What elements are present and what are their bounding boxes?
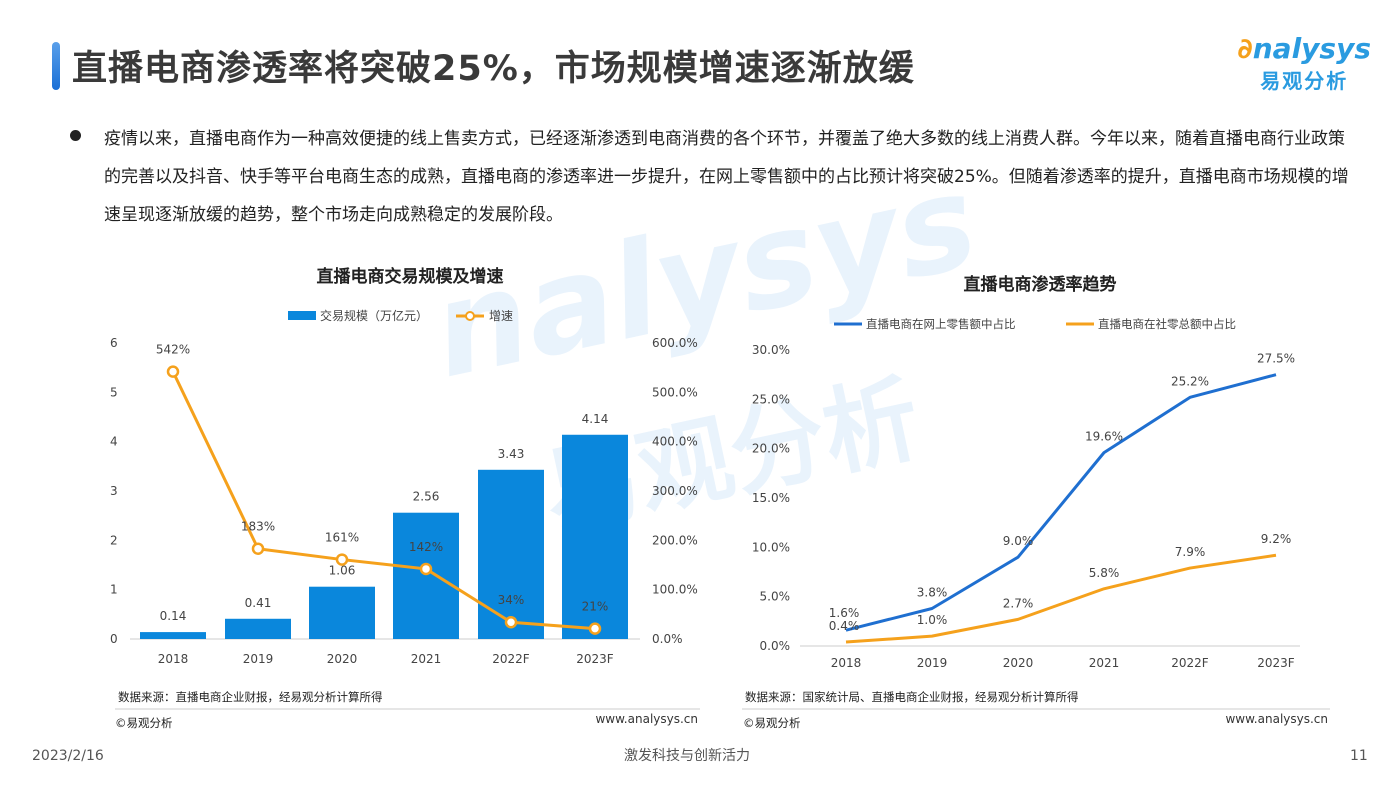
y-tick-label: 10.0% bbox=[752, 540, 790, 554]
x-tick-label: 2019 bbox=[917, 656, 948, 670]
growth-point bbox=[504, 615, 518, 629]
y-tick-label: 25.0% bbox=[752, 392, 790, 406]
page-number: 11 bbox=[1350, 748, 1368, 764]
growth-data-label: 34% bbox=[498, 593, 525, 607]
chart2-title: 直播电商渗透率趋势 bbox=[964, 274, 1117, 295]
data-label: 1.6% bbox=[829, 606, 860, 620]
x-tick-label: 2018 bbox=[158, 652, 189, 666]
y-tick-label: 30.0% bbox=[752, 343, 790, 357]
chart2-copyright: ©易观分析 bbox=[743, 716, 801, 730]
x-tick-label: 2023F bbox=[1257, 656, 1295, 670]
y2-tick-label: 100.0% bbox=[652, 583, 698, 597]
data-label: 0.4% bbox=[829, 619, 860, 633]
y-tick-label: 5 bbox=[110, 385, 118, 399]
x-tick-label: 2022F bbox=[1171, 656, 1209, 670]
data-label: 5.8% bbox=[1089, 566, 1120, 580]
chart2-url: www.analysys.cn bbox=[1225, 712, 1328, 726]
data-label: 27.5% bbox=[1257, 352, 1295, 366]
bar bbox=[309, 586, 375, 639]
y2-tick-label: 600.0% bbox=[652, 336, 698, 350]
series-line-2 bbox=[845, 553, 1277, 644]
body-paragraph: 疫情以来，直播电商作为一种高效便捷的线上售卖方式，已经逐渐渗透到电商消费的各个环… bbox=[104, 129, 1349, 225]
y-tick-label: 4 bbox=[110, 435, 118, 449]
bar bbox=[562, 434, 628, 639]
y2-tick-label: 400.0% bbox=[652, 435, 698, 449]
x-tick-label: 2021 bbox=[411, 652, 442, 666]
chart1-title: 直播电商交易规模及增速 bbox=[317, 266, 504, 287]
chart1-source: 数据来源：直播电商企业财报，经易观分析计算所得 bbox=[118, 690, 383, 704]
bar-data-label: 3.43 bbox=[498, 447, 525, 461]
x-tick-label: 2023F bbox=[576, 652, 614, 666]
chart1-copyright: ©易观分析 bbox=[115, 716, 173, 730]
bar bbox=[393, 512, 459, 639]
growth-point bbox=[588, 622, 602, 635]
y-tick-label: 5.0% bbox=[760, 590, 791, 604]
legend-line-marker bbox=[465, 311, 475, 321]
footer-date: 2023/2/16 bbox=[32, 748, 104, 764]
logo: ∂nalysys 易观分析 bbox=[1237, 32, 1372, 93]
y-tick-label: 3 bbox=[110, 484, 118, 498]
bullet-icon bbox=[70, 130, 81, 141]
x-tick-label: 2018 bbox=[831, 656, 862, 670]
growth-data-label: 542% bbox=[156, 343, 190, 357]
page-title: 直播电商渗透率将突破25%，市场规模增速逐渐放缓 bbox=[72, 49, 915, 89]
bar bbox=[478, 469, 544, 639]
x-tick-label: 2019 bbox=[243, 652, 274, 666]
growth-data-label: 21% bbox=[582, 600, 609, 614]
growth-point bbox=[335, 553, 349, 566]
x-tick-label: 2020 bbox=[1003, 656, 1034, 670]
data-label: 9.2% bbox=[1261, 532, 1292, 546]
bar bbox=[225, 618, 291, 639]
data-label: 9.0% bbox=[1003, 534, 1034, 548]
bar-data-label: 1.06 bbox=[329, 564, 356, 578]
legend-line-label: 增速 bbox=[489, 309, 513, 323]
bar-data-label: 4.14 bbox=[582, 412, 609, 426]
legend-bar-swatch bbox=[288, 311, 316, 320]
y-tick-label: 15.0% bbox=[752, 491, 790, 505]
data-label: 25.2% bbox=[1171, 374, 1209, 388]
y-tick-label: 2 bbox=[110, 533, 118, 547]
growth-point bbox=[419, 562, 433, 576]
data-label: 1.0% bbox=[917, 613, 948, 627]
bar-data-label: 0.41 bbox=[245, 596, 272, 610]
growth-data-label: 142% bbox=[409, 540, 443, 554]
y-tick-label: 6 bbox=[110, 336, 118, 350]
x-tick-label: 2022F bbox=[492, 652, 530, 666]
growth-point bbox=[251, 542, 265, 555]
y2-tick-label: 200.0% bbox=[652, 533, 698, 547]
growth-data-label: 183% bbox=[241, 520, 275, 534]
bar-data-label: 0.14 bbox=[160, 609, 187, 623]
series-line-1 bbox=[845, 373, 1277, 632]
x-tick-label: 2020 bbox=[327, 652, 358, 666]
y2-tick-label: 300.0% bbox=[652, 484, 698, 498]
y-tick-label: 0 bbox=[110, 632, 118, 646]
data-label: 3.8% bbox=[917, 586, 948, 600]
growth-line bbox=[171, 370, 596, 631]
data-label: 7.9% bbox=[1175, 545, 1206, 559]
bar bbox=[140, 632, 206, 639]
y-tick-label: 20.0% bbox=[752, 442, 790, 456]
footer-slogan: 激发科技与创新活力 bbox=[624, 748, 750, 764]
legend-series2-label: 直播电商在社零总额中占比 bbox=[1098, 317, 1236, 331]
growth-point bbox=[166, 365, 180, 378]
y2-tick-label: 500.0% bbox=[652, 385, 698, 399]
bar-data-label: 2.56 bbox=[413, 490, 440, 504]
y2-tick-label: 0.0% bbox=[652, 632, 683, 646]
y-tick-label: 0.0% bbox=[760, 639, 791, 653]
chart1-url: www.analysys.cn bbox=[595, 712, 698, 726]
legend-bar-label: 交易规模（万亿元） bbox=[320, 308, 428, 323]
title-accent bbox=[52, 42, 60, 90]
data-label: 2.7% bbox=[1003, 596, 1034, 610]
legend-series1-label: 直播电商在网上零售额中占比 bbox=[866, 317, 1016, 331]
data-label: 19.6% bbox=[1085, 430, 1123, 444]
x-tick-label: 2021 bbox=[1089, 656, 1120, 670]
chart2-source: 数据来源：国家统计局、直播电商企业财报，经易观分析计算所得 bbox=[745, 690, 1079, 704]
y-tick-label: 1 bbox=[110, 583, 118, 597]
growth-data-label: 161% bbox=[325, 531, 359, 545]
